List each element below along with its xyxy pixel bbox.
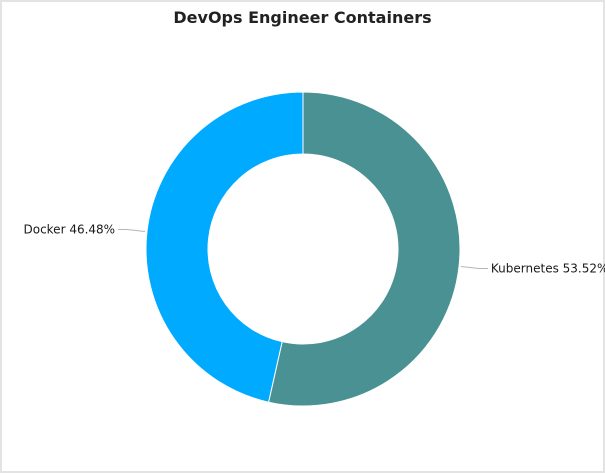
chart-title: DevOps Engineer Containers [173,8,432,27]
slice-label-kubernetes: Kubernetes 53.52% [491,262,605,276]
slice-kubernetes[interactable] [267,91,461,407]
leader-line-docker [118,228,146,232]
slice-label-docker: Docker 46.48% [23,222,115,236]
leader-line-kubernetes [460,266,488,270]
slice-docker[interactable] [145,91,304,403]
